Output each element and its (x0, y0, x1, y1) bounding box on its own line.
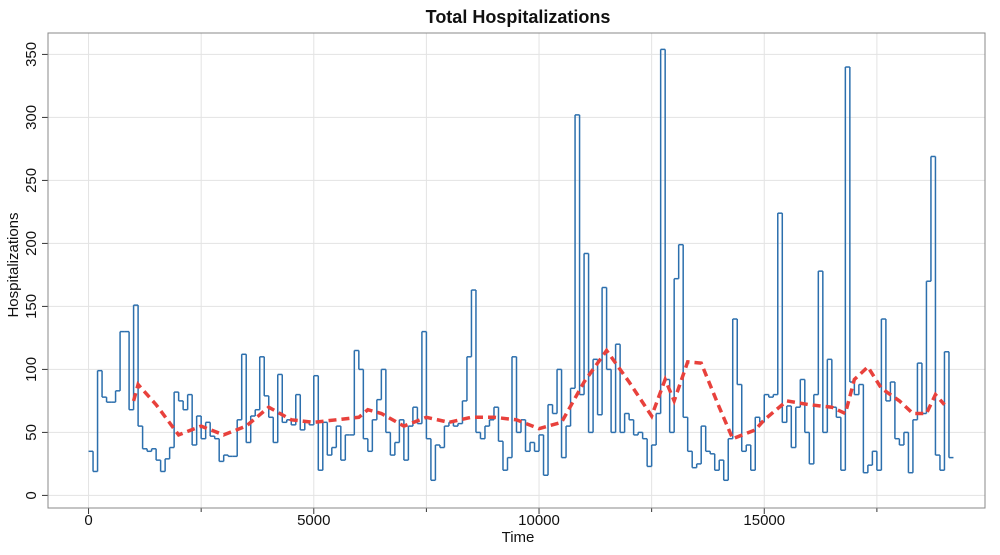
x-tick-label: 10000 (518, 512, 560, 529)
y-tick-label: 0 (23, 491, 40, 499)
x-tick-label: 5000 (297, 512, 330, 529)
y-tick-label: 350 (23, 42, 40, 67)
x-axis-label: Time (502, 529, 535, 546)
x-tick-label: 15000 (743, 512, 785, 529)
y-axis-label: Hospitalizations (5, 212, 22, 317)
step-riser (92, 49, 950, 481)
smooth-line (131, 347, 946, 441)
x-tick-label: 0 (84, 512, 92, 529)
plot-frame (47, 32, 986, 509)
y-tick-label: 200 (23, 231, 40, 256)
y-tick-label: 150 (23, 294, 40, 319)
chart-title: Total Hospitalizations (426, 7, 611, 27)
y-tick-label: 100 (23, 357, 40, 382)
y-tick-label: 250 (23, 168, 40, 193)
y-tick-label: 50 (23, 424, 40, 441)
y-tick-label: 300 (23, 105, 40, 130)
